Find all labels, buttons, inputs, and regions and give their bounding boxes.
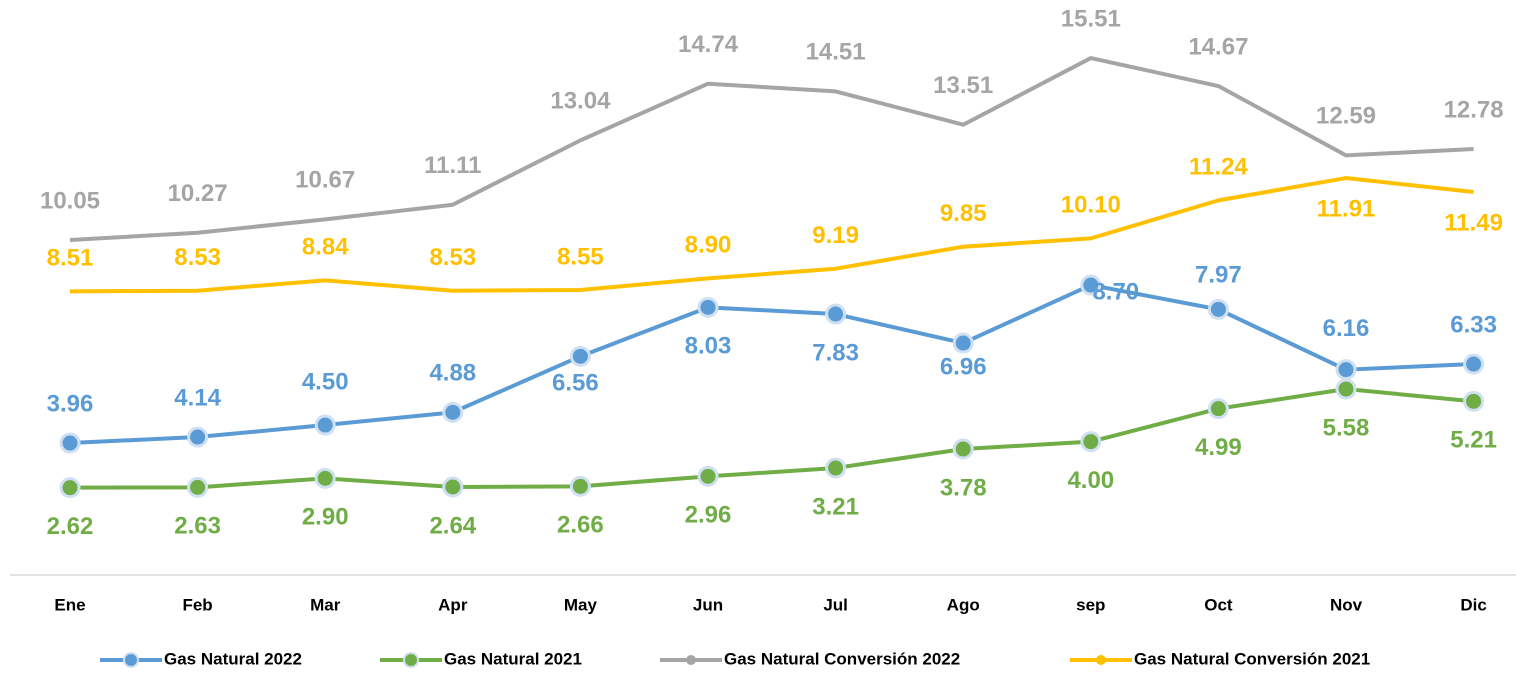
data-label: 7.97 [1195,262,1242,289]
data-label: 11.49 [1444,209,1503,236]
data-label: 8.90 [685,232,732,259]
data-label: 12.78 [1444,96,1504,123]
data-label: 4.14 [174,384,221,411]
point-marker [187,426,209,448]
point-marker [1207,398,1229,420]
data-label: 9.19 [812,222,859,249]
data-label: 3.21 [812,493,859,520]
point-marker [825,457,847,479]
point-marker [314,467,336,489]
data-label: 3.96 [47,390,94,417]
x-tick-label: Nov [1330,595,1363,614]
x-tick-label: Ago [947,595,980,614]
point-marker [1463,353,1485,375]
point-marker [1335,359,1357,381]
data-label: 11.91 [1317,195,1376,222]
data-label: 6.33 [1450,311,1497,338]
data-label: 8.70 [1092,278,1139,305]
data-label: 10.67 [295,167,355,194]
legend-label: Gas Natural Conversión 2022 [724,649,960,668]
series-line [69,387,1474,490]
data-label: 10.27 [168,180,228,207]
point-marker [187,476,209,498]
data-label: 11.11 [424,152,481,179]
data-label: 7.83 [812,339,859,366]
x-tick-label: Jun [693,595,723,614]
x-tick-label: Ene [54,595,85,614]
point-marker [952,438,974,460]
point-marker [569,345,591,367]
data-label: 6.96 [940,353,987,380]
data-label: 13.04 [550,88,611,115]
x-tick-label: Oct [1204,595,1233,614]
data-label: 5.21 [1450,427,1497,454]
data-label: 13.51 [933,72,993,99]
legend-label: Gas Natural 2022 [164,649,302,668]
series-line [69,176,1474,294]
point-marker [697,465,719,487]
data-label: 2.90 [302,504,349,531]
point-marker [1080,274,1102,296]
point-marker [1080,431,1102,453]
point-marker [314,414,336,436]
data-label: 4.50 [302,368,349,395]
data-label: 8.55 [557,243,604,270]
x-tick-label: Apr [438,595,468,614]
legend-marker [123,652,139,668]
point-marker [442,401,464,423]
x-tick-label: Dic [1460,595,1486,614]
x-tick-label: Feb [182,595,212,614]
x-tick-label: May [564,595,598,614]
data-label: 14.67 [1188,33,1248,60]
data-label: 6.56 [552,370,599,397]
data-label: 9.85 [940,200,987,227]
point-marker [569,475,591,497]
data-label: 8.53 [174,244,221,271]
data-label: 4.00 [1067,467,1114,494]
data-label: 8.03 [685,333,732,360]
point-marker [1207,298,1229,320]
legend-marker [403,652,419,668]
x-tick-label: Mar [310,595,341,614]
point-marker [697,296,719,318]
data-label: 15.51 [1061,5,1121,32]
point-marker [825,303,847,325]
point-marker [442,476,464,498]
x-tick-label: Jul [823,595,848,614]
legend-marker [686,655,696,665]
data-label: 10.10 [1061,192,1121,219]
point-marker [59,432,81,454]
series-line [69,56,1474,243]
data-label: 12.59 [1316,103,1376,130]
data-label: 6.16 [1323,315,1370,342]
data-label: 14.51 [806,39,866,66]
data-label: 2.96 [685,502,732,529]
legend-label: Gas Natural 2021 [444,649,582,668]
legend-marker [1096,655,1106,665]
data-label: 2.66 [557,512,604,539]
series-line [69,283,1474,446]
data-label: 2.62 [47,513,94,540]
data-label: 3.78 [940,474,987,501]
data-label: 4.88 [429,360,476,387]
data-label: 2.64 [429,512,476,539]
data-label: 8.51 [47,245,94,272]
point-marker [952,332,974,354]
point-marker [1463,390,1485,412]
data-label: 14.74 [678,31,739,58]
point-marker [1335,378,1357,400]
legend-label: Gas Natural Conversión 2021 [1134,649,1370,668]
data-label: 4.99 [1195,434,1242,461]
point-marker [59,477,81,499]
data-label: 8.84 [302,234,349,261]
data-label: 10.05 [40,187,100,214]
data-label: 8.53 [429,244,476,271]
x-tick-label: sep [1076,595,1105,614]
data-label: 11.24 [1189,154,1248,181]
data-label: 2.63 [174,513,221,540]
data-label: 5.58 [1323,414,1370,441]
